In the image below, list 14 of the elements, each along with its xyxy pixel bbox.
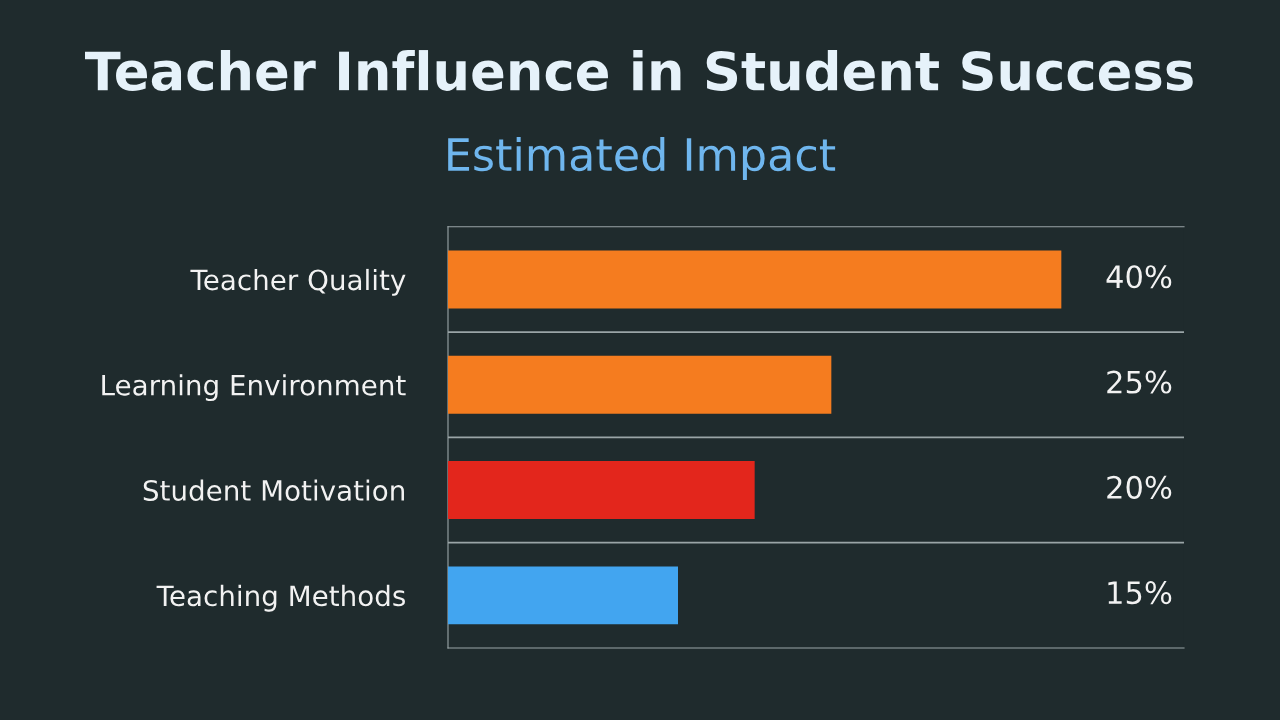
bar [448,566,678,625]
bar [448,250,1062,309]
y-tick-label: Teacher Quality [190,268,406,296]
chart-title: Teacher Influence in Student Success [85,50,1193,91]
chart-subtitle: Estimated Impact [448,136,836,180]
data-label: 15% [1108,581,1172,605]
y-tick-label: Teaching Methods [156,584,405,612]
y-tick-label: Learning Environment [102,374,406,402]
data-label: 20% [1107,475,1172,499]
data-label: 40% [1106,265,1172,289]
bar [448,461,755,520]
data-label: 25% [1107,370,1172,394]
y-tick-label: Student Motivation [143,479,404,501]
bar [448,355,832,414]
